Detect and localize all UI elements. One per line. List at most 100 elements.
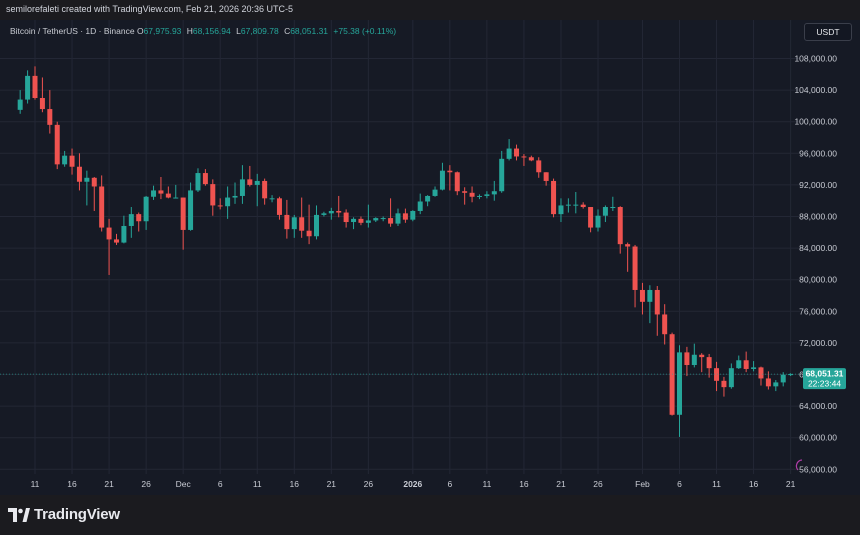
top-bar: semilorefaleti created with TradingView.… bbox=[0, 0, 860, 20]
candle-body bbox=[528, 157, 534, 161]
y-tick-label: 84,000.00 bbox=[799, 243, 837, 253]
y-tick-label: 64,000.00 bbox=[799, 401, 837, 411]
candle-body bbox=[373, 218, 379, 221]
candle-body bbox=[284, 214, 290, 230]
x-tick-label: Feb bbox=[635, 479, 650, 489]
y-tick-label: 104,000.00 bbox=[794, 85, 837, 95]
candle-body bbox=[662, 314, 668, 335]
candle-body bbox=[506, 148, 512, 159]
quote-currency-button[interactable]: USDT bbox=[804, 23, 852, 41]
candle-body bbox=[654, 289, 660, 315]
x-tick-label: 26 bbox=[364, 479, 374, 489]
close-label: C bbox=[284, 26, 291, 36]
candle-body bbox=[69, 155, 75, 167]
candlestick-chart[interactable]: 108,000.00 104,000.00 100,000.00 96,000.00 9… bbox=[0, 0, 860, 495]
tradingview-logo[interactable]: TradingView bbox=[8, 506, 120, 523]
price-tag-countdown: 22:23:44 bbox=[808, 379, 841, 389]
y-tick-label: 88,000.00 bbox=[799, 212, 837, 222]
replay-marker-icon bbox=[795, 459, 803, 471]
candle-body bbox=[684, 352, 690, 366]
x-tick-label: Dec bbox=[176, 479, 192, 489]
candle-body bbox=[573, 204, 579, 206]
candle-body bbox=[484, 194, 490, 196]
x-tick-label: 11 bbox=[482, 479, 491, 489]
candle-body bbox=[365, 220, 371, 223]
candle-body bbox=[158, 190, 164, 194]
x-tick-label: 21 bbox=[556, 479, 566, 489]
candle-body bbox=[565, 204, 571, 206]
candle-body bbox=[721, 380, 727, 388]
candle-body bbox=[639, 289, 645, 302]
candle-body bbox=[254, 180, 260, 185]
symbol-name[interactable]: Bitcoin / TetherUS · 1D · Binance bbox=[10, 26, 135, 36]
open-value: 67,975.93 bbox=[143, 26, 182, 36]
candle-body bbox=[543, 172, 549, 181]
candle-body bbox=[410, 210, 416, 220]
candle-body bbox=[676, 352, 682, 415]
candle-body bbox=[291, 217, 297, 230]
candle-body bbox=[225, 197, 231, 207]
candle-body bbox=[536, 160, 542, 173]
close-value: 68,051.31 bbox=[290, 26, 329, 36]
x-tick-label: 16 bbox=[290, 479, 300, 489]
high-value: 68,156.94 bbox=[192, 26, 231, 36]
candle-body bbox=[188, 190, 194, 230]
y-tick-label: 100,000.00 bbox=[794, 117, 837, 127]
candle-body bbox=[202, 173, 208, 185]
candle-body bbox=[595, 215, 601, 228]
candle-body bbox=[113, 239, 119, 243]
candle-body bbox=[765, 378, 771, 387]
candle-body bbox=[195, 173, 201, 191]
x-tick-label: 16 bbox=[67, 479, 77, 489]
open-label: O bbox=[136, 26, 144, 36]
candle-body bbox=[210, 184, 216, 206]
candle-body bbox=[336, 210, 342, 213]
candle-body bbox=[476, 195, 482, 197]
x-tick-label: 21 bbox=[786, 479, 796, 489]
candle-body bbox=[610, 207, 616, 209]
x-tick-label: 26 bbox=[593, 479, 603, 489]
x-tick-label: 6 bbox=[447, 479, 452, 489]
candle-body bbox=[602, 207, 608, 216]
y-tick-label: 60,000.00 bbox=[799, 433, 837, 443]
candle-body bbox=[351, 218, 357, 223]
candle-body bbox=[432, 189, 438, 196]
candle-body bbox=[143, 196, 149, 222]
candle-body bbox=[773, 382, 779, 387]
candle-body bbox=[743, 360, 749, 369]
candle-body bbox=[499, 158, 505, 192]
candle-body bbox=[17, 99, 23, 110]
candle-body bbox=[239, 179, 245, 196]
candle-body bbox=[276, 198, 282, 215]
candle-body bbox=[128, 214, 134, 226]
candle-body bbox=[84, 177, 90, 182]
candle-body bbox=[343, 212, 349, 223]
candle-body bbox=[358, 218, 364, 223]
candle-body bbox=[691, 354, 697, 366]
candle-body bbox=[180, 197, 186, 230]
candle-body bbox=[388, 218, 394, 224]
y-tick-label: 92,000.00 bbox=[799, 180, 837, 190]
candle-body bbox=[625, 244, 631, 247]
candle-body bbox=[321, 213, 327, 215]
candle-body bbox=[580, 204, 586, 208]
candle-body bbox=[617, 207, 623, 245]
low-value: 67,809.78 bbox=[240, 26, 279, 36]
candle-body bbox=[491, 191, 497, 195]
candle-body bbox=[165, 193, 171, 198]
candle-body bbox=[706, 357, 712, 369]
candle-body bbox=[454, 172, 460, 192]
candle-body bbox=[299, 217, 305, 231]
x-tick-label: 11 bbox=[253, 479, 262, 489]
y-tick-label: 96,000.00 bbox=[799, 148, 837, 158]
candle-body bbox=[699, 354, 705, 358]
high-label: H bbox=[186, 26, 193, 36]
candle-body bbox=[62, 155, 68, 165]
x-tick-label: 21 bbox=[104, 479, 114, 489]
candle-body bbox=[736, 360, 742, 369]
y-tick-label: 108,000.00 bbox=[794, 54, 837, 64]
candle-body bbox=[788, 374, 794, 376]
candle-body bbox=[632, 246, 638, 290]
candle-body bbox=[425, 195, 431, 202]
candle-body bbox=[447, 170, 453, 173]
